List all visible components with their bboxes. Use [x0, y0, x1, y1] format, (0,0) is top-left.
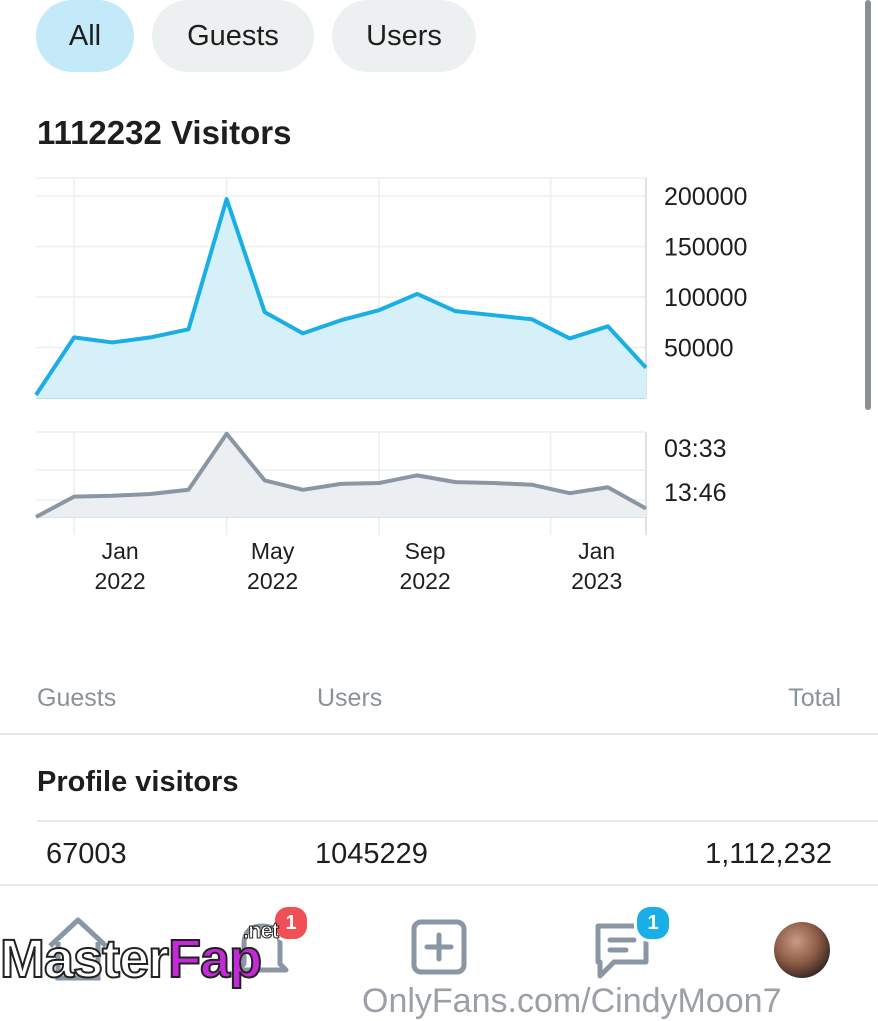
plus-square-icon[interactable]	[400, 908, 480, 988]
watermark-text: Master	[0, 929, 168, 989]
x-tick-label: Jan	[578, 538, 615, 564]
message-badge: 1	[634, 904, 672, 942]
watermark-logo: MasterFap .net	[0, 932, 261, 986]
filter-chips: All Guests Users	[36, 0, 476, 72]
x-tick-label: 2022	[95, 568, 146, 594]
row-users-value: 1045229	[315, 838, 428, 871]
filter-users-chip[interactable]: Users	[332, 0, 476, 72]
y-tick-label: 50000	[664, 335, 734, 363]
x-tick-label: Sep	[405, 538, 446, 564]
filter-all-chip[interactable]: All	[36, 0, 134, 72]
y-tick-label: 150000	[664, 234, 747, 262]
x-tick-label: 2022	[247, 568, 298, 594]
message-icon[interactable]: 1	[582, 908, 662, 988]
x-tick-label: 2023	[571, 568, 622, 594]
row-total-value: 1,112,232	[705, 838, 832, 871]
divider	[0, 733, 878, 735]
column-users: Users	[317, 684, 382, 713]
row-guests-value: 67003	[46, 838, 127, 871]
table-header: Guests Users Total	[0, 684, 878, 720]
section-title: Profile visitors	[37, 766, 238, 799]
footer-url: OnlyFans.com/CindyMoon7	[362, 982, 782, 1021]
area-fill	[36, 199, 646, 398]
area-fill	[36, 434, 646, 517]
column-guests: Guests	[37, 684, 116, 713]
watermark-suffix: .net	[243, 920, 278, 942]
filter-guests-chip[interactable]: Guests	[152, 0, 314, 72]
y-tick-label: 200000	[664, 183, 747, 211]
x-tick-label: 2022	[400, 568, 451, 594]
profile-avatar[interactable]	[774, 922, 830, 978]
y-tick-label: 13:46	[664, 479, 727, 507]
visitors-chart: 200000 150000 100000 50000 03:33 13:46 Jan 2022…	[0, 170, 878, 610]
x-tick-label: Jan	[102, 538, 139, 564]
y-tick-label: 03:33	[664, 435, 727, 463]
divider	[37, 820, 878, 822]
y-tick-label: 100000	[664, 284, 747, 312]
x-tick-label: May	[251, 538, 295, 564]
visitors-total-title: 1112232 Visitors	[37, 114, 291, 152]
column-total: Total	[788, 684, 841, 713]
